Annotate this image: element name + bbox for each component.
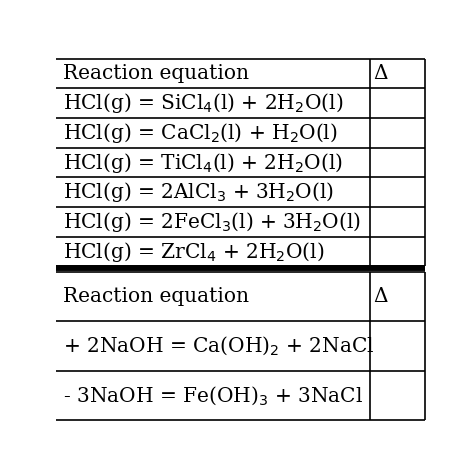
Text: HCl(g) = 2FeCl$_{3}$(l) + 3H$_{2}$O(l): HCl(g) = 2FeCl$_{3}$(l) + 3H$_{2}$O(l) [63, 210, 361, 234]
Text: HCl(g) = 2AlCl$_{3}$ + 3H$_{2}$O(l): HCl(g) = 2AlCl$_{3}$ + 3H$_{2}$O(l) [63, 180, 334, 204]
Text: HCl(g) = TiCl$_{4}$(l) + 2H$_{2}$O(l): HCl(g) = TiCl$_{4}$(l) + 2H$_{2}$O(l) [63, 151, 343, 174]
Text: HCl(g) = SiCl$_{4}$(l) + 2H$_{2}$O(l): HCl(g) = SiCl$_{4}$(l) + 2H$_{2}$O(l) [63, 91, 343, 115]
Text: Reaction equation: Reaction equation [63, 64, 249, 83]
Text: HCl(g) = ZrCl$_{4}$ + 2H$_{2}$O(l): HCl(g) = ZrCl$_{4}$ + 2H$_{2}$O(l) [63, 240, 324, 264]
Text: Reaction equation: Reaction equation [63, 287, 249, 306]
Text: + 2NaOH = Ca(OH)$_{2}$ + 2NaCl: + 2NaOH = Ca(OH)$_{2}$ + 2NaCl [63, 335, 374, 357]
Text: HCl(g) = CaCl$_{2}$(l) + H$_{2}$O(l): HCl(g) = CaCl$_{2}$(l) + H$_{2}$O(l) [63, 121, 337, 145]
Text: Δ: Δ [374, 64, 388, 83]
Text: Δ: Δ [374, 287, 388, 306]
Text: - 3NaOH = Fe(OH)$_{3}$ + 3NaCl: - 3NaOH = Fe(OH)$_{3}$ + 3NaCl [63, 384, 363, 407]
